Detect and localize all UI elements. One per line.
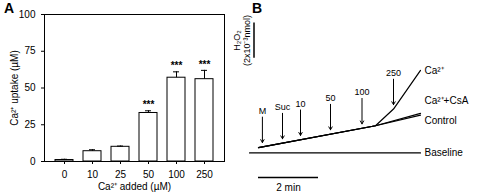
svg-text:Suc: Suc bbox=[275, 102, 291, 112]
svg-text:H₂O₂: H₂O₂ bbox=[232, 30, 242, 51]
svg-text:100: 100 bbox=[168, 169, 185, 180]
svg-text:Ca²⁺ uptake (µM): Ca²⁺ uptake (µM) bbox=[9, 50, 20, 125]
svg-text:Control: Control bbox=[425, 115, 457, 126]
svg-text:10: 10 bbox=[295, 99, 305, 109]
svg-text:250: 250 bbox=[196, 169, 213, 180]
svg-text:50: 50 bbox=[143, 169, 155, 180]
svg-text:25: 25 bbox=[115, 169, 127, 180]
svg-text:2 min: 2 min bbox=[276, 182, 300, 193]
svg-text:Ca²⁺+CsA: Ca²⁺+CsA bbox=[425, 95, 469, 106]
svg-text:100: 100 bbox=[354, 87, 369, 97]
svg-text:(2x10⁻³nmol): (2x10⁻³nmol) bbox=[242, 15, 252, 66]
svg-text:0: 0 bbox=[62, 169, 68, 180]
svg-text:M: M bbox=[259, 106, 267, 116]
svg-text:***: *** bbox=[143, 99, 155, 110]
svg-text:Ca²⁺ added (µM): Ca²⁺ added (µM) bbox=[98, 181, 171, 192]
html-text:A: A bbox=[4, 0, 15, 16]
svg-text:0: 0 bbox=[30, 156, 36, 167]
svg-text:25: 25 bbox=[24, 119, 36, 130]
svg-text:Baseline: Baseline bbox=[425, 147, 464, 158]
svg-text:***: *** bbox=[199, 59, 211, 70]
svg-text:50: 50 bbox=[325, 93, 335, 103]
svg-text:75: 75 bbox=[24, 45, 36, 56]
svg-text:10: 10 bbox=[87, 169, 99, 180]
html-text:B: B bbox=[252, 0, 263, 16]
svg-text:Ca²⁺: Ca²⁺ bbox=[425, 65, 445, 76]
svg-text:250: 250 bbox=[386, 68, 401, 78]
svg-text:100: 100 bbox=[19, 9, 36, 20]
svg-text:50: 50 bbox=[24, 82, 36, 93]
svg-text:***: *** bbox=[171, 60, 183, 71]
